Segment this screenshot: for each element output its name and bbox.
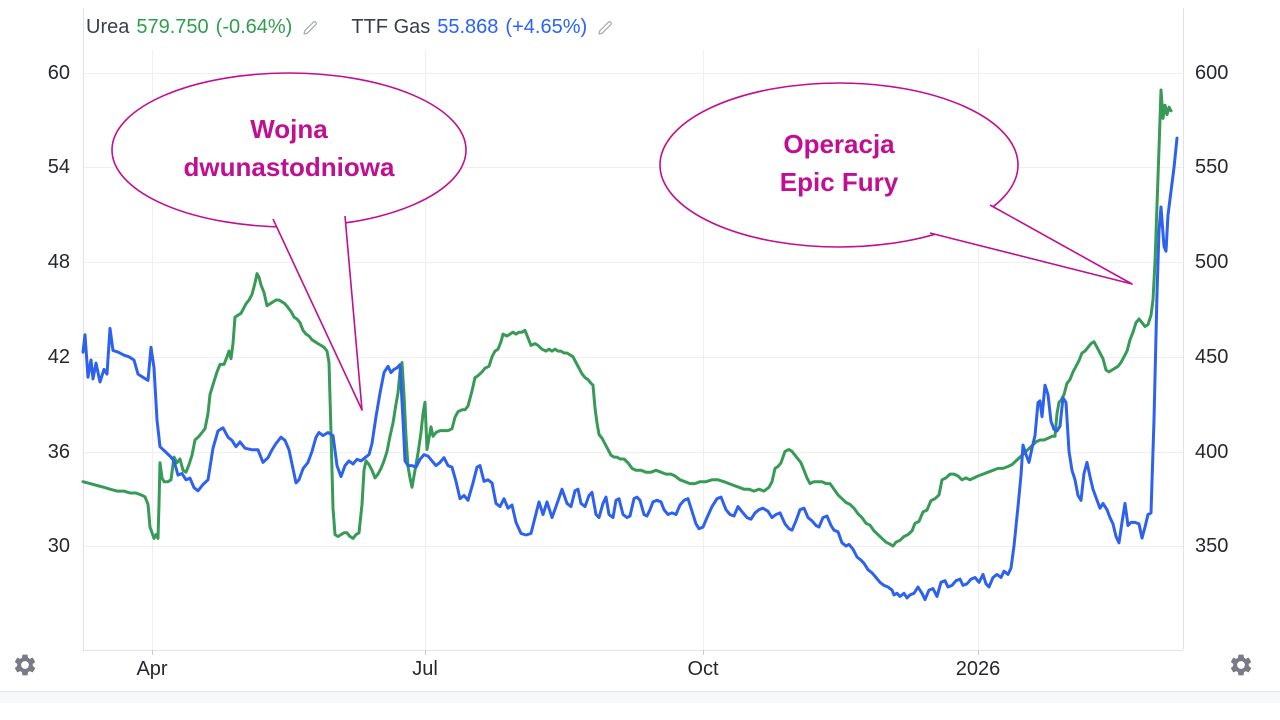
series-line-urea[interactable] — [81, 88, 1173, 548]
edit-pencil-icon[interactable] — [301, 19, 319, 37]
y-axis-label-right: 400 — [1195, 441, 1229, 463]
series-name-ttf: TTF Gas — [351, 16, 431, 38]
series-line-ttf-gas[interactable] — [81, 136, 1179, 602]
y-axis-label-right: 350 — [1195, 535, 1229, 557]
settings-gear-icon[interactable] — [1228, 652, 1254, 678]
y-axis-label-left: 48 — [47, 251, 70, 273]
x-axis-label: Apr — [136, 658, 168, 680]
x-axis-label: Oct — [687, 658, 719, 680]
legend-item-urea[interactable]: Urea 579.750 (-0.64%) — [86, 16, 319, 39]
series-value-urea: 579.750 — [136, 16, 209, 38]
y-axis-label-left: 30 — [47, 535, 70, 557]
series-change-ttf: (+4.65%) — [505, 16, 588, 38]
annotation-bubble[interactable] — [659, 82, 1019, 248]
y-axis-label-left: 42 — [47, 346, 70, 368]
series-value-ttf: 55.868 — [437, 16, 499, 38]
annotation-bubble-tail — [272, 215, 363, 411]
series-change-urea: (-0.64%) — [215, 16, 293, 38]
annotation-text-1: Operacja Epic Fury — [779, 128, 899, 197]
y-axis-label-right: 600 — [1195, 62, 1229, 84]
y-axis-label-left: 36 — [47, 441, 70, 463]
series-name-urea: Urea — [86, 16, 130, 38]
x-axis-label: 2026 — [955, 658, 1001, 680]
settings-gear-icon[interactable] — [12, 652, 38, 678]
legend-item-ttf-gas[interactable]: TTF Gas 55.868 (+4.65%) — [351, 16, 614, 39]
y-axis-label-left: 54 — [47, 156, 70, 178]
y-axis-label-right: 500 — [1195, 251, 1229, 273]
y-axis-label-right: 450 — [1195, 346, 1229, 368]
y-axis-label-left: 60 — [47, 62, 70, 84]
y-axis-label-right: 550 — [1195, 156, 1229, 178]
annotation-text-0: Wojna dwunastodniowa — [183, 113, 395, 182]
annotation-bubble-tail — [929, 204, 1133, 285]
chart-legend: Urea 579.750 (-0.64%) TTF Gas 55.868 (+4… — [86, 16, 614, 39]
footer-strip — [0, 692, 1280, 703]
edit-pencil-icon[interactable] — [596, 19, 614, 37]
x-axis-label: Jul — [412, 658, 438, 680]
